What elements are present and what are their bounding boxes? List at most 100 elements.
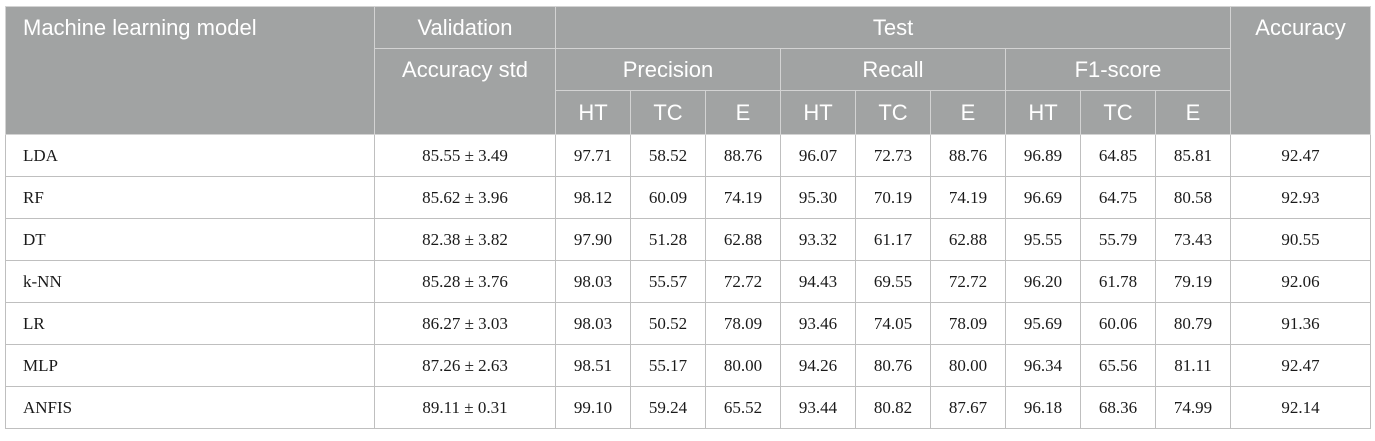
cell-accuracy: 91.36 xyxy=(1230,302,1372,345)
header-sub-ht: HT xyxy=(555,90,631,135)
cell-validation: 87.26 ± 2.63 xyxy=(374,344,556,387)
header-test: Test xyxy=(554,6,1232,49)
cell-f1-ht: 95.55 xyxy=(1005,218,1081,261)
cell-recall-ht: 94.43 xyxy=(780,260,856,303)
table-row: DT 82.38 ± 3.82 97.90 51.28 62.88 93.32 … xyxy=(5,218,1372,261)
cell-precision-tc: 59.24 xyxy=(630,386,706,429)
cell-model: k-NN xyxy=(5,260,375,303)
table-row: RF 85.62 ± 3.96 98.12 60.09 74.19 95.30 … xyxy=(5,176,1372,219)
cell-recall-e: 62.88 xyxy=(930,218,1006,261)
cell-f1-e: 73.43 xyxy=(1154,218,1232,261)
cell-precision-e: 65.52 xyxy=(705,386,781,429)
cell-validation: 85.55 ± 3.49 xyxy=(374,134,556,177)
cell-model: LDA xyxy=(5,134,375,177)
cell-precision-tc: 58.52 xyxy=(630,134,706,177)
cell-model: ANFIS xyxy=(5,386,375,429)
cell-f1-tc: 64.85 xyxy=(1080,134,1156,177)
cell-model: DT xyxy=(5,218,375,261)
table-row: LR 86.27 ± 3.03 98.03 50.52 78.09 93.46 … xyxy=(5,302,1372,345)
cell-f1-ht: 95.69 xyxy=(1005,302,1081,345)
cell-accuracy: 92.14 xyxy=(1230,386,1372,429)
cell-recall-tc: 80.76 xyxy=(855,344,931,387)
table-row: MLP 87.26 ± 2.63 98.51 55.17 80.00 94.26… xyxy=(5,344,1372,387)
cell-precision-ht: 98.12 xyxy=(555,176,631,219)
cell-recall-e: 80.00 xyxy=(930,344,1006,387)
cell-recall-e: 74.19 xyxy=(930,176,1006,219)
cell-validation: 82.38 ± 3.82 xyxy=(374,218,556,261)
cell-recall-e: 88.76 xyxy=(930,134,1006,177)
cell-recall-ht: 94.26 xyxy=(780,344,856,387)
cell-recall-ht: 96.07 xyxy=(780,134,856,177)
cell-recall-e: 72.72 xyxy=(930,260,1006,303)
header-sub-tc: TC xyxy=(855,90,931,135)
cell-validation: 85.62 ± 3.96 xyxy=(374,176,556,219)
header-sub-ht: HT xyxy=(780,90,856,135)
cell-f1-e: 74.99 xyxy=(1154,386,1232,429)
cell-f1-tc: 65.56 xyxy=(1080,344,1156,387)
cell-precision-e: 78.09 xyxy=(705,302,781,345)
cell-recall-e: 87.67 xyxy=(930,386,1006,429)
cell-precision-e: 72.72 xyxy=(705,260,781,303)
cell-precision-ht: 98.03 xyxy=(555,260,631,303)
cell-validation: 85.28 ± 3.76 xyxy=(374,260,556,303)
header-sub-tc: TC xyxy=(630,90,706,135)
cell-precision-ht: 99.10 xyxy=(555,386,631,429)
results-table: Machine learning model Validation Test A… xyxy=(5,6,1372,429)
header-recall: Recall xyxy=(780,48,1006,91)
cell-f1-tc: 55.79 xyxy=(1080,218,1156,261)
header-sub-e: E xyxy=(1154,90,1232,135)
header-f1-score: F1-score xyxy=(1004,48,1232,91)
cell-model: MLP xyxy=(5,344,375,387)
cell-accuracy: 92.47 xyxy=(1230,134,1372,177)
cell-precision-e: 80.00 xyxy=(705,344,781,387)
header-precision: Precision xyxy=(555,48,781,91)
cell-f1-tc: 68.36 xyxy=(1080,386,1156,429)
cell-recall-tc: 61.17 xyxy=(855,218,931,261)
cell-recall-tc: 69.55 xyxy=(855,260,931,303)
cell-f1-e: 80.58 xyxy=(1154,176,1232,219)
cell-precision-tc: 55.57 xyxy=(630,260,706,303)
cell-precision-ht: 98.03 xyxy=(555,302,631,345)
cell-accuracy: 92.47 xyxy=(1230,344,1372,387)
cell-model: RF xyxy=(5,176,375,219)
cell-validation: 86.27 ± 3.03 xyxy=(374,302,556,345)
cell-recall-ht: 93.46 xyxy=(780,302,856,345)
cell-recall-tc: 80.82 xyxy=(855,386,931,429)
table-row: LDA 85.55 ± 3.49 97.71 58.52 88.76 96.07… xyxy=(5,134,1372,177)
cell-precision-e: 74.19 xyxy=(705,176,781,219)
cell-f1-ht: 96.89 xyxy=(1005,134,1081,177)
cell-f1-e: 81.11 xyxy=(1154,344,1232,387)
cell-f1-ht: 96.20 xyxy=(1005,260,1081,303)
cell-precision-e: 62.88 xyxy=(705,218,781,261)
cell-f1-e: 80.79 xyxy=(1154,302,1232,345)
cell-recall-tc: 70.19 xyxy=(855,176,931,219)
cell-f1-ht: 96.69 xyxy=(1005,176,1081,219)
cell-precision-tc: 55.17 xyxy=(630,344,706,387)
header-accuracy-std: Accuracy std xyxy=(374,48,556,135)
cell-precision-tc: 50.52 xyxy=(630,302,706,345)
cell-recall-tc: 74.05 xyxy=(855,302,931,345)
cell-recall-e: 78.09 xyxy=(930,302,1006,345)
cell-recall-ht: 93.44 xyxy=(780,386,856,429)
header-model: Machine learning model xyxy=(5,6,375,135)
header-sub-ht: HT xyxy=(1005,90,1081,135)
cell-accuracy: 92.06 xyxy=(1230,260,1372,303)
cell-precision-tc: 51.28 xyxy=(630,218,706,261)
cell-f1-tc: 61.78 xyxy=(1080,260,1156,303)
header-sub-e: E xyxy=(930,90,1006,135)
header-validation: Validation xyxy=(374,6,556,49)
results-table-container: Machine learning model Validation Test A… xyxy=(5,6,1372,429)
cell-model: LR xyxy=(5,302,375,345)
cell-recall-ht: 95.30 xyxy=(780,176,856,219)
cell-recall-tc: 72.73 xyxy=(855,134,931,177)
cell-f1-tc: 60.06 xyxy=(1080,302,1156,345)
cell-f1-tc: 64.75 xyxy=(1080,176,1156,219)
cell-f1-e: 85.81 xyxy=(1154,134,1232,177)
table-row: ANFIS 89.11 ± 0.31 99.10 59.24 65.52 93.… xyxy=(5,386,1372,429)
cell-precision-ht: 97.90 xyxy=(555,218,631,261)
table-row: k-NN 85.28 ± 3.76 98.03 55.57 72.72 94.4… xyxy=(5,260,1372,303)
cell-validation: 89.11 ± 0.31 xyxy=(374,386,556,429)
cell-precision-ht: 98.51 xyxy=(555,344,631,387)
cell-precision-e: 88.76 xyxy=(705,134,781,177)
cell-precision-tc: 60.09 xyxy=(630,176,706,219)
